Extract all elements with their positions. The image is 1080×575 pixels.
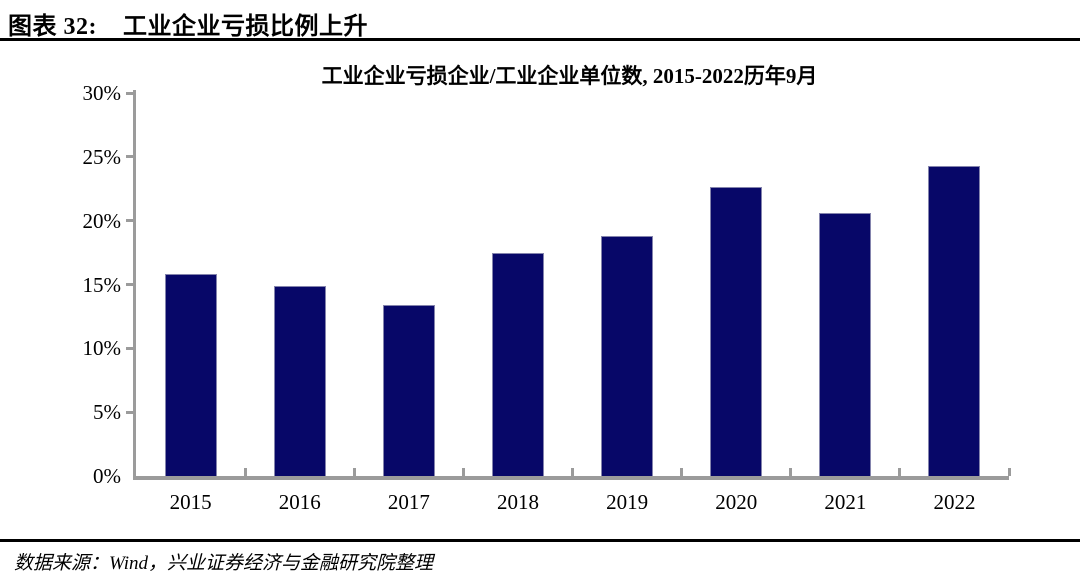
y-axis-tick bbox=[126, 283, 133, 286]
figure-title: 工业企业亏损比例上升 bbox=[123, 14, 368, 40]
x-axis-tick bbox=[243, 468, 247, 476]
y-axis-tick bbox=[126, 346, 133, 350]
x-axis-tick bbox=[1007, 468, 1011, 476]
x-axis-tick bbox=[898, 468, 902, 476]
y-axis-tick bbox=[126, 219, 133, 223]
x-axis-label: 2016 bbox=[278, 490, 321, 514]
y-axis-label: 10% bbox=[82, 336, 122, 361]
footer-divider bbox=[0, 539, 1080, 542]
data-source: 数据来源：Wind，兴业证券经济与金融研究院整理 bbox=[14, 553, 434, 574]
x-axis-tick bbox=[680, 468, 684, 476]
bar-2017 bbox=[382, 305, 435, 476]
y-axis-tick bbox=[126, 410, 133, 414]
x-axis-label: 2017 bbox=[387, 490, 430, 514]
x-axis-tick bbox=[571, 468, 574, 476]
y-axis-tick bbox=[126, 91, 133, 95]
figure-number: 图表 32: bbox=[8, 14, 97, 40]
bar-2021 bbox=[819, 213, 872, 476]
x-axis-tick bbox=[789, 468, 793, 476]
x-axis-label: 2022 bbox=[933, 490, 976, 514]
y-axis-label: 20% bbox=[82, 208, 122, 233]
header-divider bbox=[0, 38, 1080, 41]
plot-area: 30% 25% 20% 15% 10% 5% 0% 2015 2016 2017 2018 2019 2… bbox=[83, 81, 1011, 514]
x-axis-label: 2019 bbox=[606, 490, 649, 514]
x-axis-tick bbox=[461, 468, 465, 476]
bar-2020 bbox=[710, 187, 763, 476]
x-axis-label: 2021 bbox=[824, 490, 867, 514]
y-axis-label: 0% bbox=[93, 464, 121, 488]
y-axis-label: 5% bbox=[93, 400, 121, 425]
x-axis-label: 2018 bbox=[496, 490, 539, 514]
y-axis-tick bbox=[126, 155, 133, 159]
figure-header: 图表 32: 工业企业亏损比例上升 bbox=[8, 6, 368, 41]
y-axis-label: 30% bbox=[82, 81, 122, 105]
y-axis-label: 25% bbox=[82, 144, 122, 169]
bar-2016 bbox=[273, 286, 326, 476]
bar-2018 bbox=[491, 253, 544, 476]
bar-2019 bbox=[601, 236, 654, 476]
y-axis-label: 15% bbox=[82, 272, 122, 297]
x-axis-label: 2015 bbox=[169, 490, 212, 514]
x-axis-tick bbox=[352, 468, 356, 476]
bar-2022 bbox=[928, 166, 981, 476]
chart-title: 工业企业亏损企业/工业企业单位数, 2015-2022历年9月 bbox=[321, 64, 818, 88]
bar-2015 bbox=[164, 274, 217, 476]
x-axis-label: 2020 bbox=[715, 490, 758, 514]
